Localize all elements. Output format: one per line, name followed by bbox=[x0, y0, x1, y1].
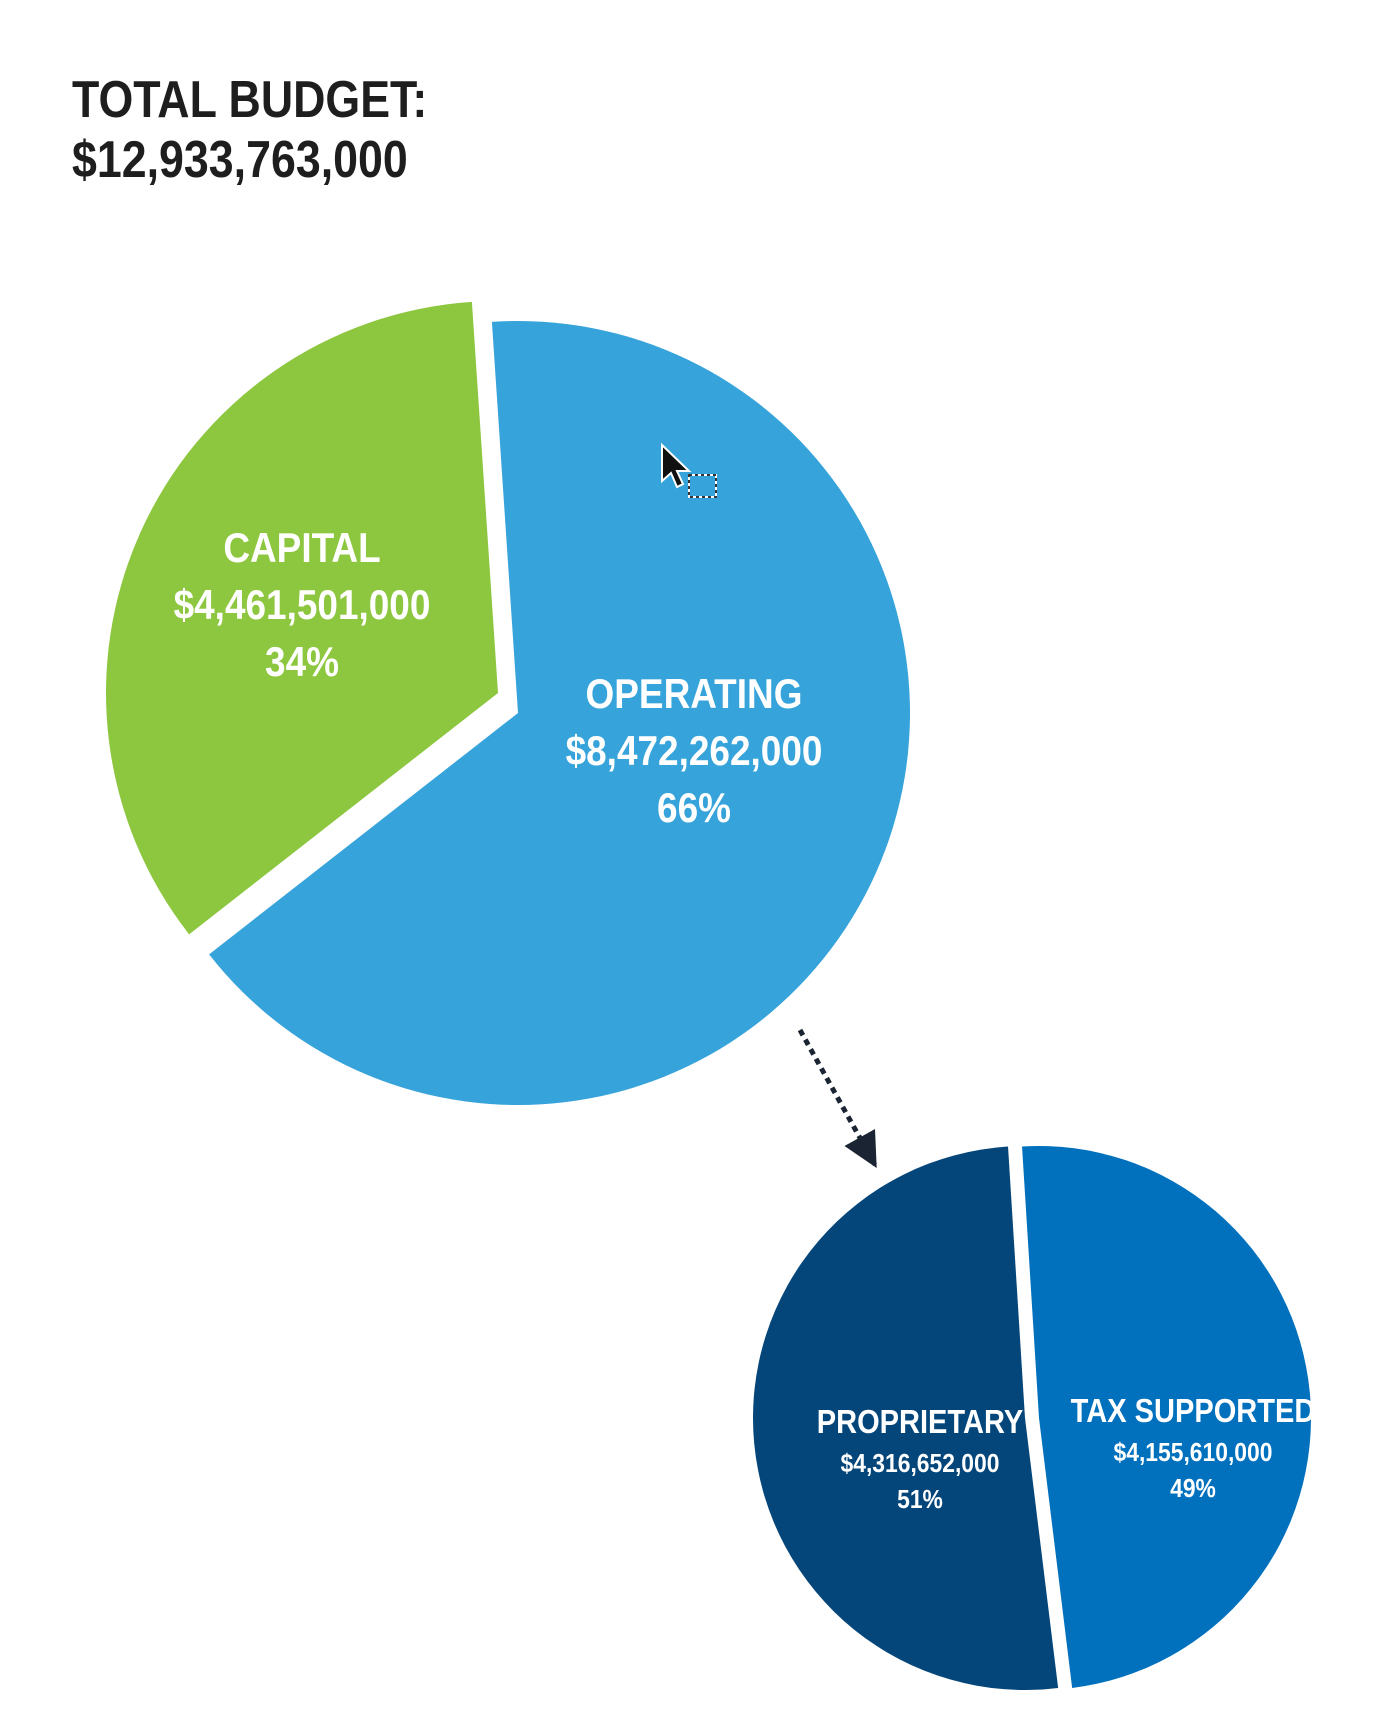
slice-label-operating: OPERATING bbox=[586, 671, 803, 718]
chart-title: TOTAL BUDGET: $12,933,763,000 bbox=[72, 70, 427, 190]
slice-percent-capital: 34% bbox=[265, 639, 339, 686]
title-line-1: TOTAL BUDGET: bbox=[72, 71, 428, 129]
slice-proprietary bbox=[752, 1146, 1059, 1690]
slice-value-capital: $4,461,501,000 bbox=[174, 582, 431, 629]
slice-percent-proprietary: 51% bbox=[897, 1486, 943, 1515]
slice-tax-supported bbox=[1022, 1146, 1311, 1688]
operating-breakdown-pie-chart: PROPRIETARY $4,316,652,000 51% TAX SUPPORTE… bbox=[752, 1146, 1316, 1690]
slice-value-operating: $8,472,262,000 bbox=[566, 728, 823, 775]
cursor-arrow-icon bbox=[661, 442, 717, 498]
slice-percent-operating: 66% bbox=[657, 785, 731, 832]
slice-label-proprietary: PROPRIETARY bbox=[817, 1403, 1024, 1440]
main-pie-chart: CAPITAL $4,461,501,000 34% OPERATING $8,472,… bbox=[105, 301, 910, 1106]
slice-capital bbox=[105, 301, 498, 935]
title-line-2: $12,933,763,000 bbox=[72, 131, 408, 189]
slice-value-tax-supported: $4,155,610,000 bbox=[1114, 1439, 1273, 1468]
slice-label-capital: CAPITAL bbox=[223, 525, 380, 572]
slice-label-tax-supported: TAX SUPPORTED bbox=[1071, 1392, 1316, 1429]
slice-value-proprietary: $4,316,652,000 bbox=[841, 1450, 1000, 1479]
slice-operating bbox=[209, 321, 910, 1106]
slice-percent-tax-supported: 49% bbox=[1170, 1475, 1216, 1504]
drilldown-arrow bbox=[797, 1028, 878, 1169]
